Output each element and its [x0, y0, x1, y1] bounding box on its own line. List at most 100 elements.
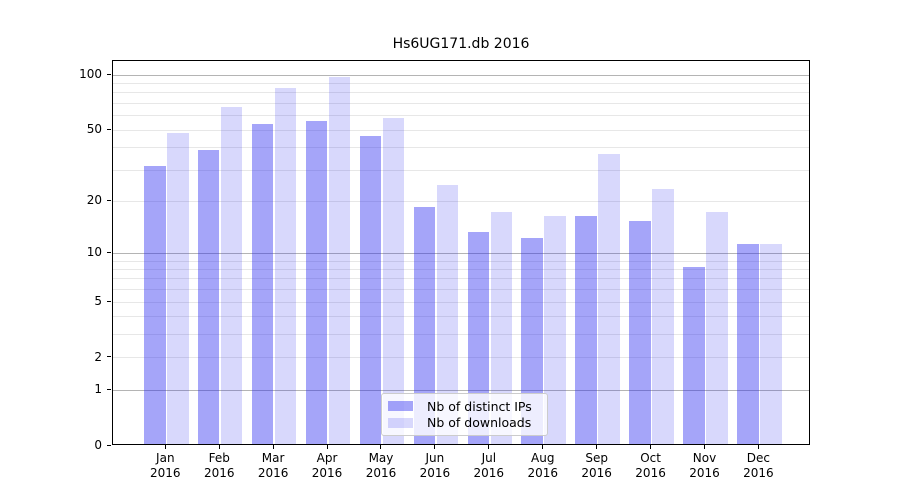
y-tick-label-20: 20	[86, 193, 102, 208]
x-tick-mark-sep	[596, 445, 598, 449]
x-tick-month-mar: Mar	[261, 451, 285, 465]
bar-downloads-nov	[706, 211, 728, 444]
x-tick-month-sep: Sep	[585, 451, 608, 465]
x-tick-label-jun: Jun 2016	[405, 451, 465, 481]
gridline-minor-5	[113, 301, 809, 303]
bar-ips-sep	[575, 216, 597, 444]
x-tick-month-jun: Jun	[425, 451, 445, 465]
y-tick-label-1: 1	[94, 382, 102, 397]
y-tick-label-50: 50	[86, 122, 102, 137]
gridline-minor-80	[113, 92, 809, 94]
x-tick-mark-dec	[757, 445, 759, 449]
y-tick-mark-0	[107, 444, 111, 446]
gridline-minor-3	[113, 334, 809, 336]
x-tick-month-apr: Apr	[316, 451, 338, 465]
bar-ips-aug	[521, 237, 543, 444]
y-tick-mark-2	[107, 356, 111, 358]
x-tick-mark-may	[380, 445, 382, 449]
y-tick-mark-10	[107, 251, 111, 253]
gridline-minor-90	[113, 83, 809, 85]
gridline-minor-20	[113, 200, 809, 202]
y-tick-mark-20	[107, 199, 111, 201]
x-tick-label-apr: Apr 2016	[297, 451, 357, 481]
legend-row-downloads: Nb of downloads	[388, 415, 539, 430]
gridline-minor-60	[113, 115, 809, 117]
x-tick-mark-mar	[272, 445, 274, 449]
x-tick-month-oct: Oct	[640, 451, 661, 465]
x-tick-label-mar: Mar 2016	[243, 451, 303, 481]
legend-row-ips: Nb of distinct IPs	[388, 399, 539, 414]
bar-ips-jul	[467, 231, 490, 444]
y-tick-label-10: 10	[86, 245, 102, 260]
x-tick-month-aug: Aug	[531, 451, 555, 465]
bar-ips-jun	[413, 207, 436, 444]
x-tick-year-nov: 2016	[689, 466, 720, 480]
bar-ips-dec	[737, 244, 759, 444]
x-tick-year-sep: 2016	[581, 466, 612, 480]
x-tick-month-feb: Feb	[208, 451, 230, 465]
x-tick-year-aug: 2016	[527, 466, 558, 480]
x-tick-year-jul: 2016	[473, 466, 505, 480]
bar-downloads-jun	[436, 185, 459, 444]
x-tick-label-jul: Jul 2016	[459, 451, 519, 481]
gridline-major-100	[113, 74, 809, 76]
x-tick-year-feb: 2016	[203, 466, 235, 480]
legend-label-ips: Nb of distinct IPs	[427, 398, 532, 414]
x-tick-mark-jan	[164, 445, 166, 449]
bar-downloads-jan	[167, 132, 189, 444]
x-tick-mark-feb	[218, 445, 220, 449]
bar-downloads-apr	[328, 77, 351, 444]
gridline-minor-2	[113, 357, 809, 359]
x-tick-label-jan: Jan 2016	[135, 451, 195, 481]
x-tick-mark-jun	[434, 445, 436, 449]
gridline-major-1	[113, 389, 809, 391]
y-tick-label-100: 100	[79, 67, 102, 82]
x-tick-mark-jul	[488, 445, 490, 449]
gridline-major-10	[113, 252, 809, 254]
legend-swatch-ips	[388, 401, 413, 412]
x-tick-year-oct: 2016	[635, 466, 666, 480]
bar-ips-jan	[144, 165, 166, 444]
y-tick-label-5: 5	[94, 294, 102, 309]
bar-downloads-sep	[598, 153, 620, 444]
x-tick-label-nov: Nov 2016	[675, 451, 735, 481]
x-tick-mark-oct	[650, 445, 652, 449]
bar-downloads-mar	[274, 88, 297, 444]
y-tick-mark-5	[107, 300, 111, 302]
x-tick-mark-nov	[704, 445, 705, 449]
x-tick-month-may: May	[368, 451, 394, 465]
x-tick-label-dec: Dec 2016	[728, 451, 788, 481]
x-tick-year-jun: 2016	[419, 466, 451, 480]
y-tick-mark-1	[107, 388, 111, 390]
bar-downloads-feb	[220, 107, 243, 444]
y-tick-mark-50	[107, 128, 111, 130]
x-tick-mark-apr	[326, 445, 328, 449]
gridline-minor-7	[113, 278, 809, 280]
bar-downloads-dec	[760, 244, 782, 444]
x-tick-label-oct: Oct 2016	[621, 451, 681, 481]
x-tick-month-jan: Jan	[156, 451, 175, 465]
y-tick-mark-100	[107, 73, 111, 75]
bar-ips-may	[359, 136, 382, 444]
x-tick-year-may: 2016	[365, 466, 397, 480]
x-tick-month-nov: Nov	[692, 451, 717, 465]
y-tick-label-0: 0	[94, 438, 102, 452]
bar-ips-oct	[629, 221, 651, 444]
bar-downloads-may	[382, 117, 405, 444]
gridline-minor-6	[113, 289, 809, 291]
gridline-minor-4	[113, 316, 809, 318]
bar-ips-apr	[305, 120, 328, 444]
legend: Nb of distinct IPs Nb of downloads	[381, 393, 548, 436]
legend-label-downloads: Nb of downloads	[427, 415, 532, 431]
x-tick-year-dec: 2016	[743, 466, 774, 480]
bar-ips-nov	[683, 267, 705, 444]
gridline-minor-30	[113, 169, 809, 171]
x-tick-label-aug: Aug 2016	[513, 451, 573, 481]
bar-ips-feb	[197, 149, 220, 444]
x-tick-mark-aug	[542, 445, 544, 449]
gridline-minor-9	[113, 260, 809, 262]
bar-downloads-oct	[652, 188, 674, 444]
x-tick-year-apr: 2016	[311, 466, 343, 480]
x-tick-year-jan: 2016	[150, 466, 181, 480]
